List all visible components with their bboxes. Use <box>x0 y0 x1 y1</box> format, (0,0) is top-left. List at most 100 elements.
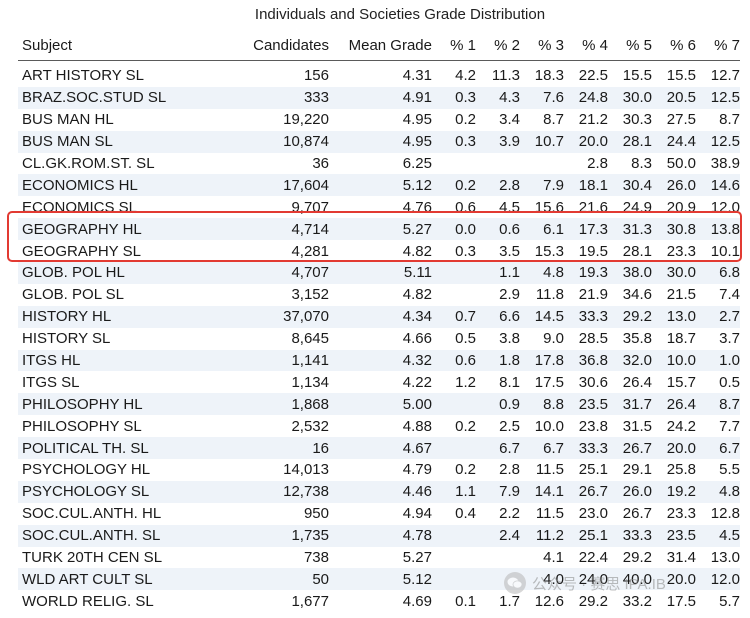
cell-pct-4: 36.8 <box>564 349 608 372</box>
cell-pct-7: 14.6 <box>696 174 740 197</box>
table-row: SOC.CUL.ANTH. SL 1,735 4.78 2.4 11.2 25.1 33.3… <box>18 524 740 547</box>
cell-mean-grade: 4.69 <box>329 590 432 613</box>
table-caption: Individuals and Societies Grade Distribu… <box>254 6 546 23</box>
cell-subject: WLD ART CULT SL <box>18 568 206 591</box>
cell-pct-7: 12.8 <box>696 502 740 525</box>
cell-pct-7: 7.7 <box>696 415 740 438</box>
cell-mean-grade: 6.25 <box>329 152 432 175</box>
cell-pct-1: 0.7 <box>432 305 476 328</box>
cell-candidates: 8,645 <box>206 327 329 350</box>
cell-pct-7: 6.8 <box>696 262 740 284</box>
cell-pct-1: 0.3 <box>432 130 476 153</box>
cell-pct-6: 20.0 <box>652 568 696 591</box>
cell-candidates: 950 <box>206 502 329 525</box>
cell-pct-4: 23.8 <box>564 415 608 438</box>
cell-pct-7: 12.5 <box>696 130 740 153</box>
cell-candidates: 19,220 <box>206 108 329 131</box>
cell-pct-5: 26.7 <box>608 437 652 460</box>
cell-pct-4: 20.0 <box>564 130 608 153</box>
cell-mean-grade: 5.27 <box>329 546 432 569</box>
cell-pct-2: 2.2 <box>476 502 520 525</box>
cell-pct-5: 34.6 <box>608 283 652 306</box>
cell-pct-3: 14.1 <box>520 480 564 503</box>
cell-pct-5: 31.5 <box>608 415 652 438</box>
table-row: PSYCHOLOGY HL 14,013 4.79 0.2 2.8 11.5 25.1 29.… <box>18 459 740 481</box>
watermark: 公众号 · 赛思 IPA.IB <box>504 568 666 598</box>
cell-pct-1: 0.3 <box>432 86 476 109</box>
cell-pct-1: 0.1 <box>432 590 476 613</box>
cell-mean-grade: 5.27 <box>329 218 432 241</box>
cell-pct-5: 33.3 <box>608 524 652 547</box>
cell-subject: GLOB. POL HL <box>18 262 206 284</box>
cell-subject: WORLD RELIG. SL <box>18 590 206 613</box>
cell-pct-2: 1.1 <box>476 262 520 284</box>
cell-pct-3: 4.8 <box>520 262 564 284</box>
cell-mean-grade: 4.95 <box>329 130 432 153</box>
cell-pct-1: 1.1 <box>432 480 476 503</box>
cell-pct-3: 6.7 <box>520 437 564 460</box>
cell-candidates: 1,141 <box>206 349 329 372</box>
cell-pct-2: 2.8 <box>476 174 520 197</box>
cell-pct-4: 30.6 <box>564 371 608 394</box>
cell-pct-6: 30.0 <box>652 262 696 284</box>
cell-pct-3: 9.0 <box>520 327 564 350</box>
cell-pct-6: 15.5 <box>652 65 696 87</box>
cell-pct-3: 17.5 <box>520 371 564 394</box>
cell-pct-7: 8.7 <box>696 108 740 131</box>
cell-pct-7: 2.7 <box>696 305 740 328</box>
cell-pct-6: 23.5 <box>652 524 696 547</box>
cell-candidates: 4,714 <box>206 218 329 241</box>
table-row: WORLD RELIG. SL 1,677 4.69 0.1 1.7 12.6 29.2 33… <box>18 590 740 613</box>
cell-pct-1: 0.6 <box>432 196 476 219</box>
cell-subject: POLITICAL TH. SL <box>18 437 206 460</box>
cell-pct-1: 1.2 <box>432 371 476 394</box>
cell-mean-grade: 4.95 <box>329 108 432 131</box>
cell-pct-5: 24.9 <box>608 196 652 219</box>
cell-subject: HISTORY HL <box>18 305 206 328</box>
cell-pct-1: 0.2 <box>432 415 476 438</box>
cell-pct-7: 3.7 <box>696 327 740 350</box>
cell-pct-7: 38.9 <box>696 152 740 175</box>
cell-pct-6: 20.5 <box>652 86 696 109</box>
cell-mean-grade: 4.94 <box>329 502 432 525</box>
cell-pct-2: 3.5 <box>476 240 520 263</box>
column-header-pct-1: % 1 <box>432 30 476 61</box>
cell-pct-5: 32.0 <box>608 349 652 372</box>
cell-subject: GLOB. POL SL <box>18 283 206 306</box>
cell-subject: GEOGRAPHY SL <box>18 240 206 263</box>
cell-candidates: 1,134 <box>206 371 329 394</box>
column-header-subject: Subject <box>18 30 206 61</box>
cell-pct-6: 17.5 <box>652 590 696 613</box>
cell-pct-2: 7.9 <box>476 480 520 503</box>
cell-subject: BRAZ.SOC.STUD SL <box>18 86 206 109</box>
cell-pct-5: 26.4 <box>608 371 652 394</box>
cell-pct-1: 0.2 <box>432 174 476 197</box>
cell-pct-1 <box>432 152 476 175</box>
cell-pct-4: 23.5 <box>564 393 608 416</box>
cell-pct-4: 33.3 <box>564 437 608 460</box>
watermark-text: 公众号 · 赛思 IPA.IB <box>532 575 666 593</box>
cell-pct-1: 0.5 <box>432 327 476 350</box>
cell-subject: GEOGRAPHY HL <box>18 218 206 241</box>
table-row: BUS MAN HL 19,220 4.95 0.2 3.4 8.7 21.2 30.3 27.… <box>18 108 740 131</box>
column-header-mean-grade: Mean Grade <box>329 30 432 61</box>
cell-mean-grade: 4.66 <box>329 327 432 350</box>
cell-candidates: 1,677 <box>206 590 329 613</box>
cell-pct-3: 11.5 <box>520 459 564 481</box>
cell-pct-2: 3.9 <box>476 130 520 153</box>
cell-mean-grade: 5.00 <box>329 393 432 416</box>
cell-pct-4: 21.9 <box>564 283 608 306</box>
cell-pct-7: 12.0 <box>696 568 740 591</box>
table-row: PSYCHOLOGY SL 12,738 4.46 1.1 7.9 14.1 26.7 26.… <box>18 480 740 503</box>
table-row: TURK 20TH CEN SL 738 5.27 4.1 22.4 29.2 31.4 13… <box>18 546 740 569</box>
cell-pct-2 <box>476 546 520 569</box>
column-header-pct-2: % 2 <box>476 30 520 61</box>
cell-pct-5: 30.3 <box>608 108 652 131</box>
cell-pct-7: 12.7 <box>696 65 740 87</box>
cell-pct-4: 19.5 <box>564 240 608 263</box>
cell-pct-6: 25.8 <box>652 459 696 481</box>
cell-pct-2: 2.9 <box>476 283 520 306</box>
cell-subject: ECONOMICS SL <box>18 196 206 219</box>
cell-pct-5: 31.7 <box>608 393 652 416</box>
cell-pct-3: 15.6 <box>520 196 564 219</box>
